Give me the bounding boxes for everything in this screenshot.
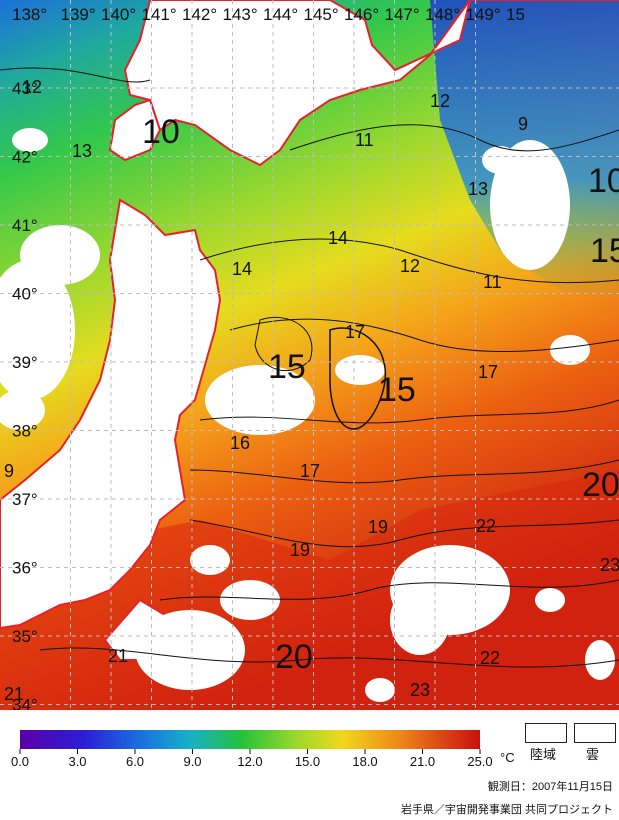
land-honshu: [0, 198, 222, 630]
latitude-label: 35°: [12, 627, 38, 646]
contour-label: 15: [590, 232, 619, 270]
contour-label: 20: [582, 466, 619, 504]
contour-label: 13: [72, 141, 92, 161]
contour-label: 16: [230, 433, 250, 453]
latitude-labels: 43° 42° 41° 40° 39° 38° 37° 36° 35° 34°: [12, 79, 38, 710]
credit-line: 岩手県／宇宙開発事業団 共同プロジェクト: [400, 804, 613, 816]
colorbar-tick-label: 9.0: [183, 754, 202, 769]
unit-label: °C: [500, 750, 515, 765]
contour-label: 12: [400, 256, 420, 276]
contour-label: 9: [4, 461, 14, 481]
longitude-label: 146°: [344, 5, 379, 24]
land-key-swatch: [525, 723, 567, 743]
longitude-labels: 138° 139° 140° 141° 142° 143° 144° 145° 146° 147°…: [12, 5, 525, 24]
contour-label: 20: [275, 638, 313, 676]
longitude-label: 139°: [61, 5, 96, 24]
longitude-label: 141°: [142, 5, 177, 24]
contour-label: 10: [142, 113, 180, 151]
colorbar-tick-label: 0.0: [10, 754, 30, 769]
latitude-label: 38°: [12, 422, 38, 441]
contour-label: 22: [476, 516, 496, 536]
contour-label: 14: [232, 259, 252, 279]
latitude-label: 34°: [12, 696, 38, 711]
contour-label: 23: [600, 555, 619, 575]
latitude-label: 42°: [12, 148, 38, 167]
longitude-label: 140°: [101, 5, 136, 24]
contour-label: 17: [345, 322, 365, 342]
longitude-label: 138°: [12, 5, 47, 24]
latitude-label: 43°: [12, 79, 38, 98]
contour-label: 14: [328, 228, 348, 248]
colorbar-tick-label: 3.0: [68, 754, 87, 769]
contour-label: 21: [108, 646, 128, 666]
contour-label: 19: [368, 517, 388, 537]
graticule: [0, 0, 619, 710]
contour-value-labels: 12 13 10 11 12 9 10 13 14 14 12 11 15 17 15 15 17 16 17 20 1…: [4, 77, 619, 704]
latitude-label: 36°: [12, 559, 38, 578]
longitude-label: 142°: [182, 5, 217, 24]
colorbar-tick-label: 25.0: [467, 754, 493, 769]
contour-label: 21: [4, 684, 24, 704]
colorbar-tick-label: 18.0: [352, 754, 378, 769]
contour-label: 15: [268, 348, 306, 386]
longitude-label: 144°: [263, 5, 298, 24]
latitude-label: 41°: [12, 216, 38, 235]
contour-label: 17: [300, 461, 320, 481]
cloud-key-swatch: [574, 723, 616, 743]
contour-label: 12: [430, 91, 450, 111]
isotherm-contours: [0, 67, 619, 668]
contour-label: 11: [355, 130, 374, 150]
longitude-label: 147°: [385, 5, 420, 24]
colorbar-tick-label: 6.0: [125, 754, 145, 769]
contour-label: 15: [378, 371, 416, 409]
cloud-patches: [0, 128, 615, 702]
contour-label: 9: [518, 114, 528, 134]
longitude-label: 15: [506, 5, 525, 24]
latitude-label: 39°: [12, 353, 38, 372]
longitude-label: 148°: [425, 5, 460, 24]
longitude-label: 143°: [223, 5, 258, 24]
latitude-label: 37°: [12, 490, 38, 509]
observation-date: 観測日：2007年11月15日: [487, 781, 613, 793]
sea-surface-temperature-map: 138° 139° 140° 141° 142° 143° 144° 145° 146° 147°…: [0, 0, 619, 710]
legend-area: [19, 730, 481, 754]
contour-label: 13: [468, 179, 488, 199]
contour-label: 22: [480, 648, 500, 668]
colorbar-tick-label: 21.0: [409, 754, 436, 769]
contour-label: 17: [478, 362, 498, 382]
contour-label: 12: [22, 77, 42, 97]
longitude-label: 145°: [304, 5, 339, 24]
contour-label: 19: [290, 540, 310, 560]
colorbar: [20, 730, 480, 749]
colorbar-tick-label: 15.0: [294, 754, 321, 769]
contour-label: 10: [588, 162, 619, 200]
land-oshima-peninsula: [108, 98, 162, 162]
contour-label: 23: [410, 680, 430, 700]
longitude-label: 149°: [466, 5, 501, 24]
latitude-label: 40°: [12, 285, 38, 304]
land-key-label: 陸域: [530, 747, 557, 762]
colorbar-ticks: [19, 749, 481, 754]
colorbar-tick-label: 12.0: [237, 754, 263, 769]
contour-label: 11: [483, 272, 502, 292]
cloud-key-label: 雲: [586, 747, 600, 762]
